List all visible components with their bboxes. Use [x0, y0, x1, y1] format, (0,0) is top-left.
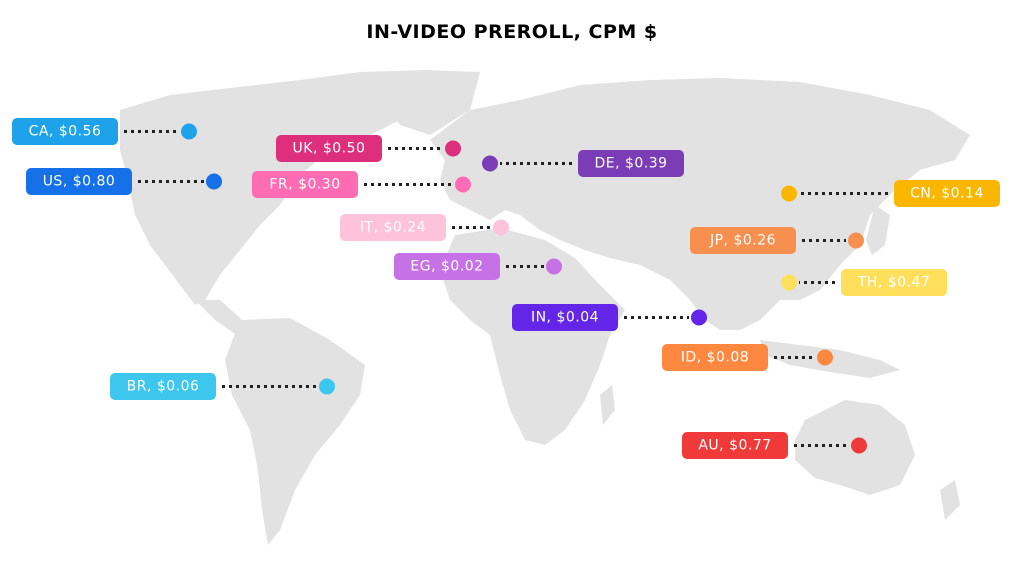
title: IN-VIDEO PREROLL, CPM $ — [366, 21, 657, 43]
label-box — [894, 180, 1000, 207]
marker-label: JP, $0.26 — [709, 233, 776, 249]
marker-label: ID, $0.08 — [681, 350, 749, 366]
label-box — [12, 118, 118, 145]
marker-label: CN, $0.14 — [910, 186, 984, 202]
marker: BR, $0.06 — [110, 373, 335, 400]
marker: UK, $0.50 — [276, 135, 461, 162]
marker: FR, $0.30 — [252, 171, 471, 198]
continent-africa — [440, 228, 625, 445]
marker-dot — [546, 258, 562, 275]
marker: EG, $0.02 — [394, 253, 562, 280]
marker: CN, $0.14 — [781, 180, 1000, 207]
marker: JP, $0.26 — [690, 227, 864, 254]
marker: DE, $0.39 — [482, 150, 684, 177]
island-japan — [866, 205, 890, 255]
marker-label: IN, $0.04 — [531, 310, 599, 326]
world-map — [120, 70, 970, 545]
marker: US, $0.80 — [26, 168, 222, 195]
label-box — [26, 168, 132, 195]
label-box — [690, 227, 796, 254]
marker-label: UK, $0.50 — [293, 141, 366, 157]
label-box — [340, 214, 446, 241]
marker-dot — [691, 309, 707, 326]
marker-label: BR, $0.06 — [127, 379, 200, 395]
marker: ID, $0.08 — [662, 344, 833, 371]
marker-label: TH, $0.47 — [857, 275, 931, 291]
label-box — [682, 432, 788, 459]
marker-label: EG, $0.02 — [410, 259, 483, 275]
label-box — [252, 171, 358, 198]
label-box — [394, 253, 500, 280]
marker: IN, $0.04 — [512, 304, 707, 331]
marker: TH, $0.47 — [781, 269, 947, 296]
marker-label: FR, $0.30 — [269, 177, 340, 193]
marker-dot — [817, 349, 833, 366]
continent-eurasia — [430, 78, 970, 330]
marker-dot — [319, 378, 335, 395]
marker-label: AU, $0.77 — [698, 438, 771, 454]
marker-dot — [455, 176, 471, 193]
marker-label: DE, $0.39 — [594, 156, 667, 172]
marker: IT, $0.24 — [340, 214, 509, 241]
marker: CA, $0.56 — [12, 118, 197, 145]
marker-dot — [781, 185, 797, 202]
label-box — [276, 135, 382, 162]
marker-label: CA, $0.56 — [29, 124, 102, 140]
marker-dot — [781, 274, 797, 291]
continent-south-america — [225, 318, 365, 545]
island-new-zealand — [940, 480, 960, 520]
marker: AU, $0.77 — [682, 432, 867, 459]
label-box — [841, 269, 947, 296]
island-madagascar — [600, 385, 615, 425]
label-box — [662, 344, 768, 371]
label-box — [512, 304, 618, 331]
marker-label: IT, $0.24 — [360, 220, 426, 236]
marker-dot — [445, 140, 461, 157]
label-box — [110, 373, 216, 400]
marker-dot — [848, 232, 864, 249]
marker-dot — [493, 219, 509, 236]
marker-label: US, $0.80 — [43, 174, 116, 190]
marker-dot — [482, 155, 498, 172]
marker-dot — [206, 173, 222, 190]
continent-greenland — [370, 70, 480, 135]
continent-central-america — [195, 300, 250, 336]
marker-dot — [851, 437, 867, 454]
markers: CA, $0.56 UK, $0.50 DE, $0.39 US, $0.80 FR, … — [12, 118, 1000, 459]
label-box — [578, 150, 684, 177]
marker-dot — [181, 123, 197, 140]
